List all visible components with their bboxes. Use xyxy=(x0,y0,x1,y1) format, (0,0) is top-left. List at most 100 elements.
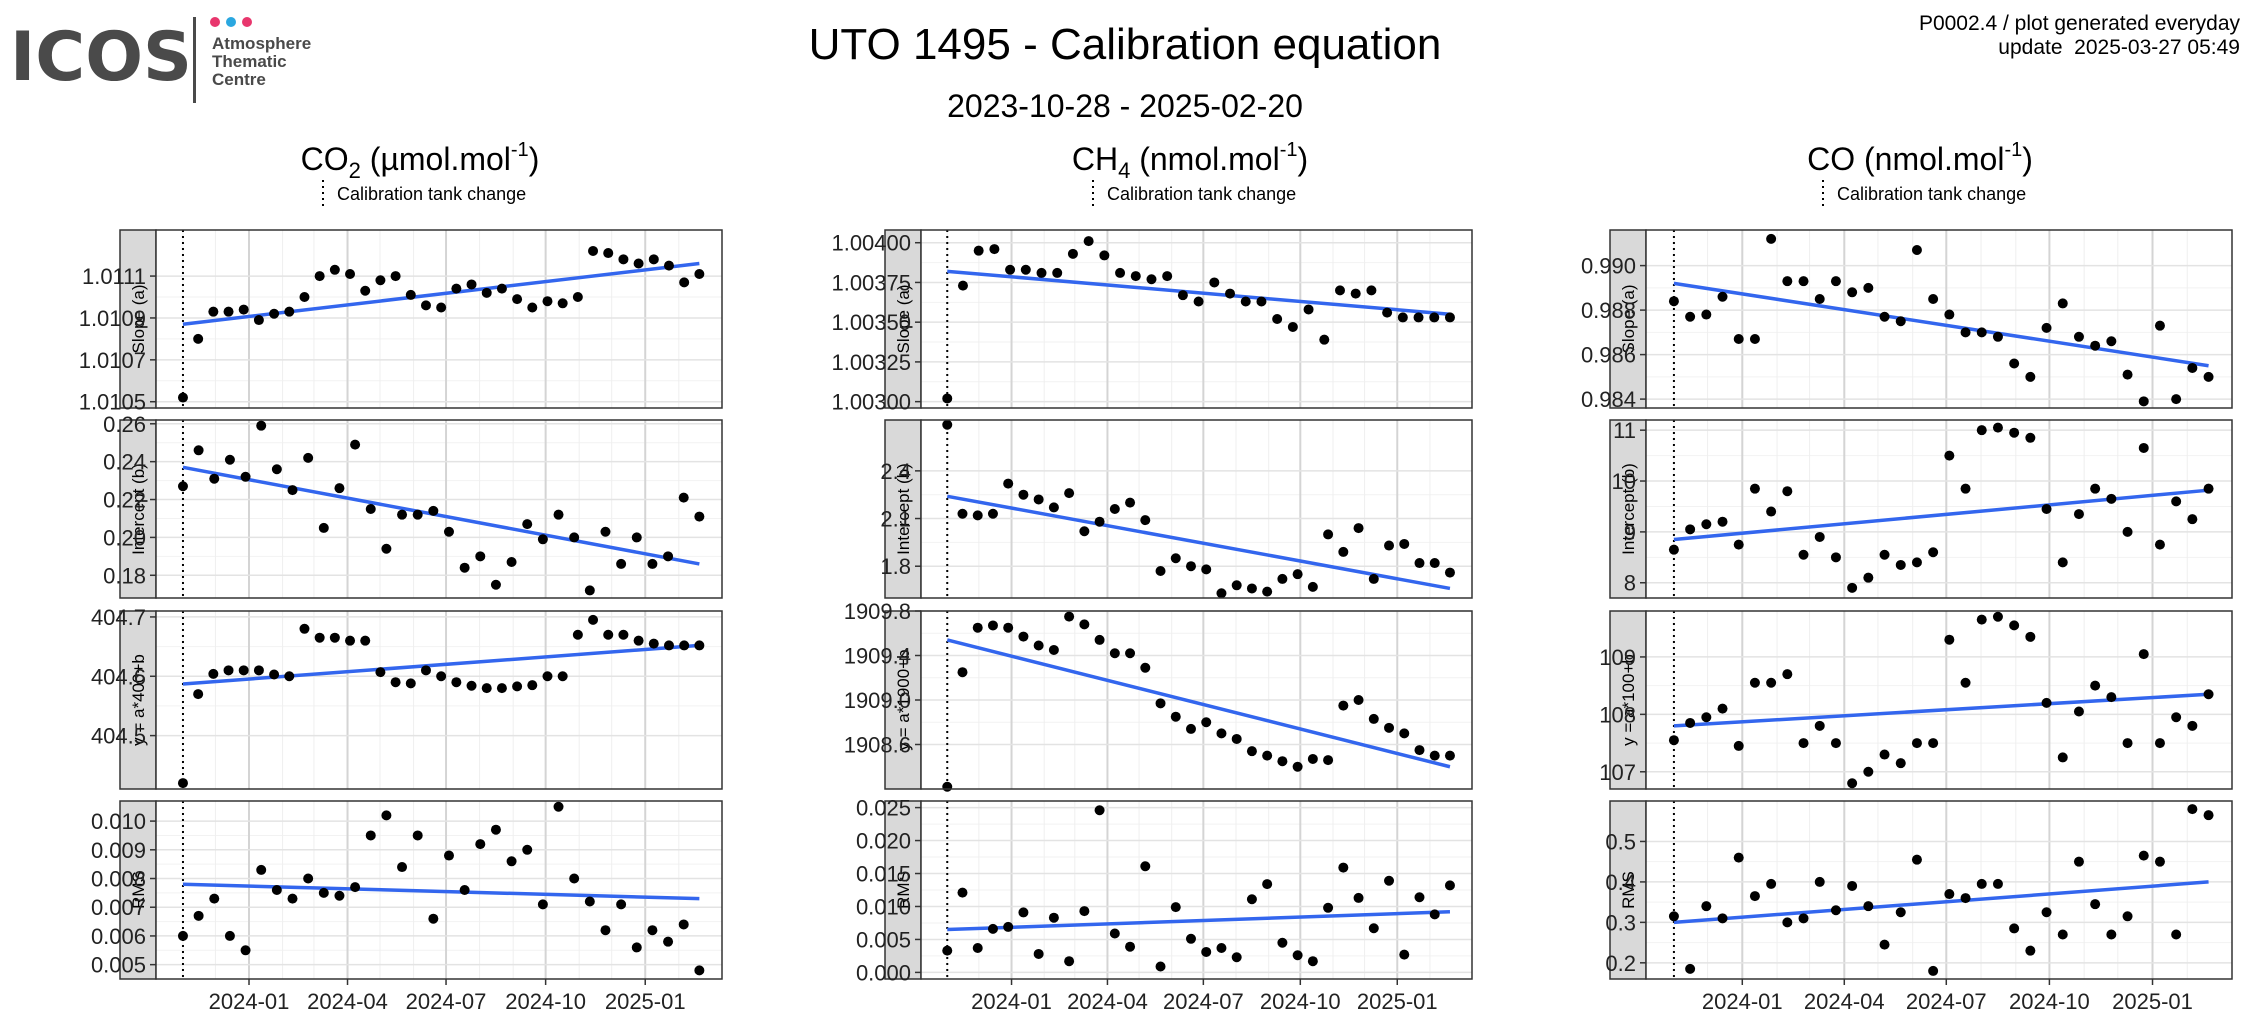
data-point xyxy=(1444,567,1455,578)
data-point xyxy=(1960,677,1971,688)
data-point xyxy=(1749,677,1760,688)
strip-background xyxy=(1609,800,1647,980)
y-tick-label: 0.000 xyxy=(856,960,911,985)
data-point xyxy=(1733,334,1744,345)
column-title: CH4 (nmol.mol-1) xyxy=(1072,139,1308,183)
x-tick-label: 2024-04 xyxy=(1804,989,1885,1014)
data-point xyxy=(1185,933,1196,944)
panel-background xyxy=(156,420,722,598)
data-point xyxy=(1018,907,1029,918)
data-point xyxy=(1140,861,1151,872)
page-title: UTO 1495 - Calibration equation xyxy=(808,20,1442,69)
data-point xyxy=(2138,649,2149,660)
data-point xyxy=(208,306,219,317)
data-point xyxy=(1895,316,1906,327)
data-point xyxy=(208,668,219,679)
data-point xyxy=(2154,320,2165,331)
x-tick-label: 2024-10 xyxy=(1260,989,1341,1014)
data-point xyxy=(1170,553,1181,564)
data-point xyxy=(490,824,501,835)
data-point xyxy=(987,508,998,519)
data-point xyxy=(1429,909,1440,920)
data-point xyxy=(1928,293,1939,304)
data-point xyxy=(2090,680,2101,691)
y-tick-label: 0.988 xyxy=(1581,298,1636,323)
data-point xyxy=(1125,497,1136,508)
strip-label: RMS xyxy=(1619,871,1638,909)
data-point xyxy=(345,268,356,279)
data-point xyxy=(1992,331,2003,342)
y-tick-label: 0.3 xyxy=(1605,910,1636,935)
data-point xyxy=(303,452,314,463)
data-point xyxy=(1895,907,1906,918)
data-point xyxy=(2025,631,2036,642)
data-point xyxy=(1231,733,1242,744)
data-point xyxy=(1879,749,1890,760)
data-point xyxy=(1685,963,1696,974)
data-point xyxy=(238,665,249,676)
data-point xyxy=(1064,956,1075,967)
data-point xyxy=(193,333,204,344)
page-subtitle: 2023-10-28 - 2025-02-20 xyxy=(947,88,1303,124)
data-point xyxy=(633,258,644,269)
data-point xyxy=(1992,422,2003,433)
data-point xyxy=(2203,483,2214,494)
data-point xyxy=(1272,314,1283,324)
strip-background xyxy=(884,229,922,409)
y-tick-label: 0.24 xyxy=(103,450,146,475)
data-point xyxy=(299,292,310,303)
data-point xyxy=(177,930,188,941)
data-point xyxy=(1733,740,1744,751)
x-tick-label: 2025-01 xyxy=(2112,989,2193,1014)
data-point xyxy=(572,292,583,303)
y-tick-label: 0.26 xyxy=(103,412,146,437)
y-tick-label: 0.010 xyxy=(856,894,911,919)
data-point xyxy=(1277,573,1288,584)
data-point xyxy=(663,260,674,271)
data-point xyxy=(1928,965,1939,976)
data-point xyxy=(2154,539,2165,550)
data-point xyxy=(1733,539,1744,550)
data-point xyxy=(603,248,614,259)
data-point xyxy=(1079,906,1090,917)
x-tick-label: 2024-01 xyxy=(971,989,1052,1014)
data-point xyxy=(1094,805,1105,816)
data-point xyxy=(397,862,408,873)
data-point xyxy=(1020,264,1031,275)
facet-column-1: CO2 (µmol.mol-1)Calibration tank change S… xyxy=(79,139,723,1014)
panel: Slope (a) 1.0105 1.0107 1.0109 1.0111 xyxy=(79,229,723,415)
data-point xyxy=(2073,509,2084,520)
data-point xyxy=(957,508,968,519)
data-point xyxy=(1262,750,1273,761)
data-point xyxy=(1225,288,1236,299)
data-point xyxy=(1814,531,1825,542)
data-point xyxy=(1944,450,1955,461)
data-point xyxy=(1413,312,1424,323)
data-point xyxy=(287,485,298,496)
data-point xyxy=(1766,233,1777,244)
fit-line xyxy=(947,269,1451,316)
data-point xyxy=(1444,312,1455,323)
data-point xyxy=(1895,758,1906,769)
data-point xyxy=(1928,547,1939,558)
data-point xyxy=(1429,312,1440,323)
data-point xyxy=(1033,640,1044,651)
data-point xyxy=(1109,648,1120,659)
data-point xyxy=(987,620,998,631)
data-point xyxy=(1668,544,1679,555)
data-point xyxy=(694,268,705,279)
data-point xyxy=(553,801,564,812)
data-point xyxy=(1353,695,1364,705)
x-tick-label: 2025-01 xyxy=(1357,989,1438,1014)
panel-background xyxy=(156,611,722,789)
fit-line xyxy=(1673,488,2209,542)
data-point xyxy=(647,558,658,569)
data-point xyxy=(475,839,486,850)
data-point xyxy=(942,419,953,430)
data-point xyxy=(2122,738,2133,749)
data-point xyxy=(942,393,953,404)
data-point xyxy=(287,893,298,904)
data-point xyxy=(537,534,548,545)
y-tick-label: 107 xyxy=(1599,760,1636,785)
